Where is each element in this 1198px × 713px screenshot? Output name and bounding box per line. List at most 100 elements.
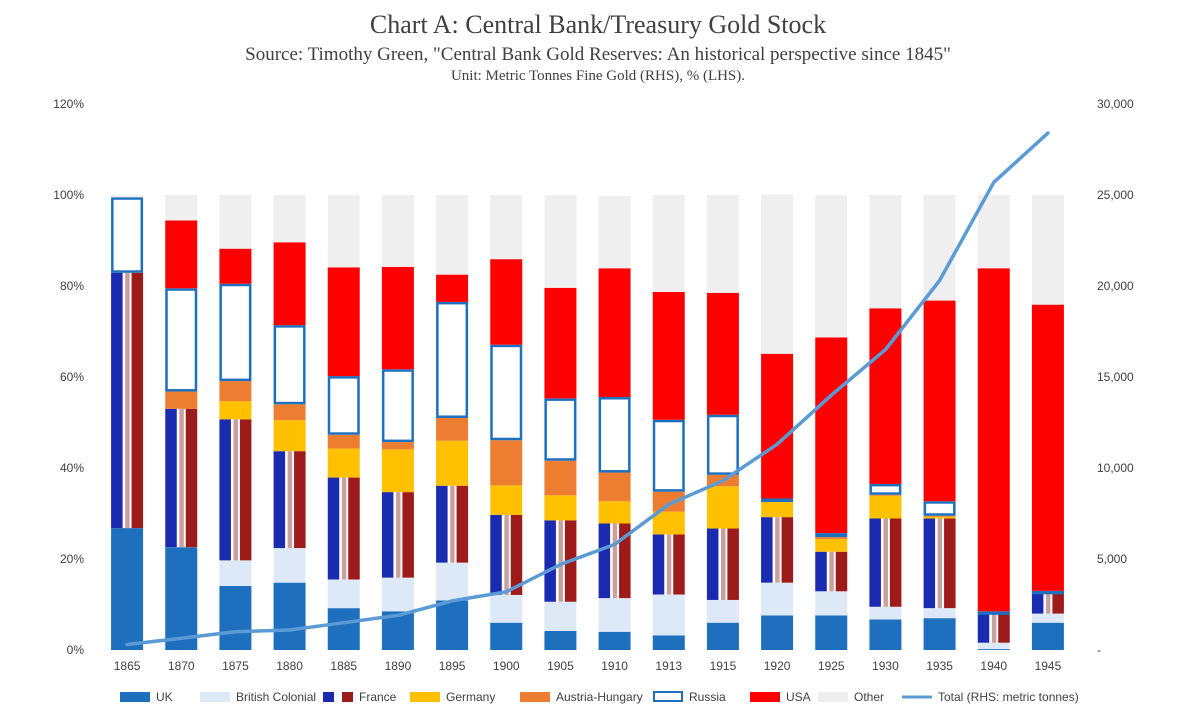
bar-austria-hungary-1870: [165, 391, 198, 409]
left-axis: 0% 20% 40% 60% 80% 100% 120%: [53, 97, 84, 657]
bar-france-1875: [219, 419, 252, 561]
bar-germany-1895: [436, 440, 469, 486]
right-tick-label: 25,000: [1097, 188, 1134, 202]
x-axis: 1865 1870 1875 1880 1885 1890 1895 1900 1905 1910…: [114, 659, 1062, 673]
chart-unit-note: Unit: Metric Tonnes Fine Gold (RHS), % (…: [451, 68, 745, 84]
bar-other-1925: [815, 195, 848, 338]
bar-france-1915: [706, 528, 739, 600]
bar-other-1935: [923, 195, 956, 301]
bar-germany-1875: [219, 401, 252, 420]
bar-austria-hungary-1890: [381, 442, 414, 450]
bar-usa-1920: [761, 353, 794, 499]
bar-british-colonial-1913: [652, 594, 685, 636]
legend-swatch: [323, 692, 353, 702]
bar-usa-1870: [165, 220, 198, 289]
x-tick-label: 1875: [222, 659, 249, 673]
bar-uk-1885: [327, 608, 360, 650]
legend-swatch: [750, 692, 780, 702]
bar-usa-1900: [490, 259, 523, 345]
bar-usa-1915: [706, 292, 739, 415]
legend-item-total-rhs-metric-tonnes: Total (RHS: metric tonnes): [902, 690, 1079, 704]
bar-austria-hungary-1935: [923, 515, 956, 517]
bar-austria-hungary-1880: [273, 404, 306, 421]
bar-france-1895: [436, 485, 469, 563]
bar-france-1885: [327, 477, 360, 580]
right-tick-label: 10,000: [1097, 461, 1134, 475]
bar-other-1870: [165, 195, 198, 221]
bar-uk-1900: [490, 622, 523, 650]
bar-austria-hungary-1905: [544, 460, 577, 496]
bar-russia-1880: [273, 325, 306, 405]
bar-russia-1890: [381, 369, 414, 443]
bar-austria-hungary-1913: [652, 491, 685, 512]
legend-item-british-colonial: British Colonial: [200, 690, 316, 704]
right-tick-label: -: [1097, 643, 1101, 657]
legend-item-russia: Russia: [653, 690, 726, 704]
legend-item-usa: USA: [750, 690, 811, 704]
bar-british-colonial-1935: [923, 608, 956, 619]
bar-france-1865: [111, 272, 144, 529]
left-tick-label: 60%: [60, 370, 84, 384]
left-tick-label: 0%: [67, 643, 85, 657]
left-tick-label: 120%: [53, 97, 84, 111]
bar-other-1940: [977, 195, 1010, 269]
x-tick-label: 1890: [385, 659, 412, 673]
bar-france-1913: [652, 534, 685, 595]
bar-british-colonial-1945: [1031, 613, 1064, 623]
legend-swatch: [200, 692, 230, 702]
bar-germany-1910: [598, 501, 631, 524]
bar-uk-1915: [706, 622, 739, 650]
bar-stacks: [111, 194, 1064, 650]
x-tick-label: 1895: [439, 659, 466, 673]
bar-germany-1920: [761, 501, 794, 518]
bar-other-1905: [544, 195, 577, 288]
legend-label: British Colonial: [236, 690, 316, 704]
right-axis: - 5,000 10,000 15,000 20,000 25,000 30,000: [1097, 97, 1134, 657]
bar-austria-hungary-1925: [815, 537, 848, 539]
bar-usa-1935: [923, 300, 956, 502]
bar-british-colonial-1900: [490, 594, 523, 623]
bar-other-1885: [327, 195, 360, 268]
x-tick-label: 1910: [601, 659, 628, 673]
bar-austria-hungary-1910: [598, 472, 631, 502]
bar-germany-1935: [923, 516, 956, 519]
bar-usa-1913: [652, 291, 685, 420]
bar-uk-1940: [977, 649, 1010, 650]
bar-france-1945: [1031, 591, 1064, 614]
bar-uk-1920: [761, 615, 794, 650]
bar-germany-1925: [815, 538, 848, 552]
bar-russia-1913: [652, 419, 685, 492]
legend-item-austria-hungary: Austria-Hungary: [520, 690, 643, 704]
bar-british-colonial-1880: [273, 548, 306, 583]
bar-france-1940: [977, 611, 1010, 643]
bar-uk-1870: [165, 547, 198, 650]
bar-russia-1885: [327, 376, 360, 435]
x-tick-label: 1930: [872, 659, 899, 673]
left-tick-label: 20%: [60, 552, 84, 566]
bar-british-colonial-1915: [706, 599, 739, 623]
bar-germany-1885: [327, 448, 360, 478]
bar-france-1925: [815, 551, 848, 592]
bar-uk-1930: [869, 619, 902, 650]
bar-usa-1940: [977, 268, 1010, 612]
chart-subtitle: Source: Timothy Green, "Central Bank Gol…: [245, 44, 951, 65]
legend-item-france: France: [323, 690, 397, 704]
legend-label: USA: [786, 690, 811, 704]
bar-russia-1865: [111, 197, 144, 273]
bar-russia-1945: [1031, 590, 1064, 595]
bar-usa-1885: [327, 267, 360, 377]
left-tick-label: 100%: [53, 188, 84, 202]
bar-germany-1905: [544, 495, 577, 521]
bar-british-colonial-1895: [436, 562, 469, 601]
bar-other-1930: [869, 195, 902, 309]
x-tick-label: 1885: [330, 659, 357, 673]
x-tick-label: 1880: [276, 659, 303, 673]
legend: UK British Colonial France Germany Austria-H…: [120, 690, 1079, 704]
legend-label: Other: [854, 690, 884, 704]
x-tick-label: 1870: [168, 659, 195, 673]
bar-british-colonial-1910: [598, 598, 631, 632]
bar-germany-1880: [273, 420, 306, 452]
bar-usa-1910: [598, 268, 631, 398]
x-tick-label: 1905: [547, 659, 574, 673]
